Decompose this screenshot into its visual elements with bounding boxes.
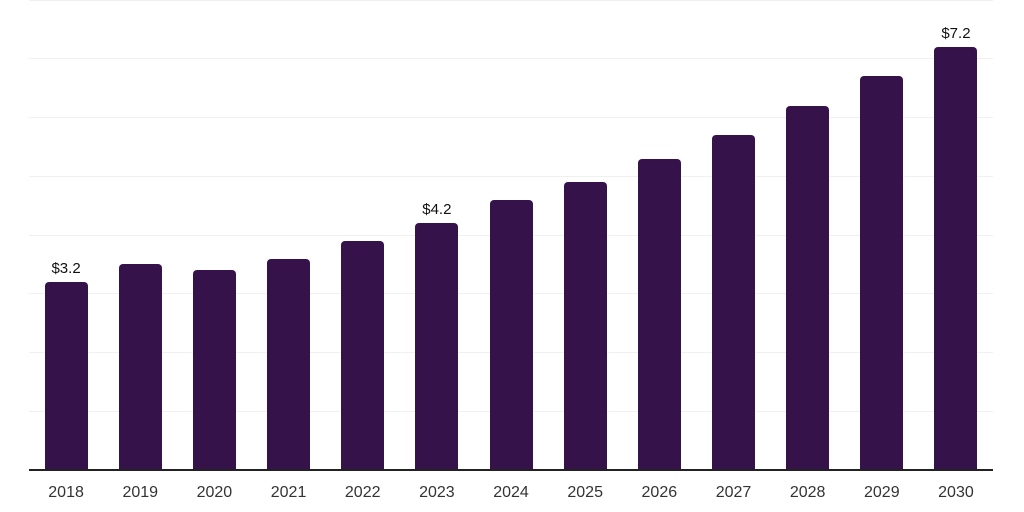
bar-2027 [711,135,755,470]
bar-2029 [860,76,904,470]
bar-group-2025 [548,0,622,470]
bar-2023 [415,223,459,470]
x-tick-label-2020: 2020 [196,484,233,501]
bar-value-label-2030: $7.2 [941,25,971,42]
bar-2021 [267,258,311,470]
bar-group-2021 [251,0,325,470]
bar-series: $3.2 $4.2 $7.2 [29,0,993,470]
bar-group-2020 [177,0,251,470]
bar-group-2026 [622,0,696,470]
bar-group-2024 [474,0,548,470]
x-tick-label-2030: 2030 [938,484,974,501]
bar-2028 [786,105,830,470]
bar-group-2027 [696,0,770,470]
bar-group-2018: $3.2 [29,0,103,470]
bar-group-2028 [771,0,845,470]
x-axis-labels: 2018 2019 2020 2021 2022 2023 2024 2025 2026 2027… [29,484,993,502]
plot-area: $3.2 $4.2 $7.2 [29,0,993,470]
x-axis-line [29,469,993,471]
bar-2025 [563,182,607,470]
bar-value-label-2018: $3.2 [51,260,81,277]
bar-group-2019 [103,0,177,470]
x-tick-label-2028: 2028 [789,484,826,501]
x-tick-label-2027: 2027 [715,484,752,501]
bar-2020 [192,270,236,470]
x-tick-label-2024: 2024 [493,484,529,501]
x-tick-label-2026: 2026 [641,484,678,501]
bar-2024 [489,199,533,470]
bar-2022 [341,240,385,470]
x-tick-label-2029: 2029 [864,484,900,501]
bar-group-2022 [326,0,400,470]
gridline [29,0,993,1]
bar-2026 [637,158,681,470]
x-tick-label-2021: 2021 [270,484,307,501]
x-tick-label-2022: 2022 [344,484,381,501]
bar-2030 [934,47,978,470]
x-tick-label-2019: 2019 [122,484,159,501]
x-tick-label-2025: 2025 [567,484,603,501]
bar-value-label-2023: $4.2 [422,201,452,219]
bar-group-2030: $7.2 [919,0,993,470]
bar-group-2023: $4.2 [400,0,474,470]
bar-group-2029 [845,0,919,470]
bar-2019 [118,264,162,470]
gridline [29,117,993,118]
bar-2018 [44,282,88,470]
x-tick-label-2018: 2018 [48,484,84,501]
gridline [29,175,993,177]
gridline [29,58,993,60]
x-tick-label-2023: 2023 [419,484,455,501]
